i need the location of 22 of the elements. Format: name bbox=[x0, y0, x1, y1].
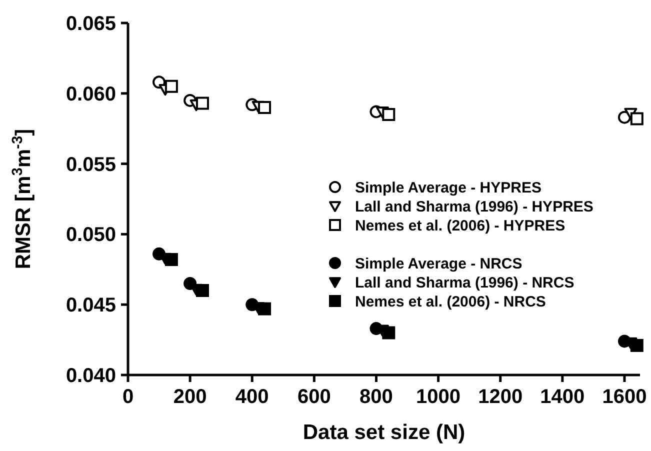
y-tick-label: 0.050 bbox=[66, 224, 116, 246]
x-tick-label: 1400 bbox=[540, 386, 585, 408]
x-tick-label: 1200 bbox=[478, 386, 523, 408]
legend-label: Simple Average - HYPRES bbox=[355, 179, 542, 196]
x-tick-label: 1000 bbox=[416, 386, 461, 408]
y-tick-label: 0.045 bbox=[66, 294, 116, 317]
x-tick-label: 1600 bbox=[602, 386, 647, 408]
x-tick-label: 0 bbox=[122, 386, 134, 408]
legend-label: Lall and Sharma (1996) - HYPRES bbox=[355, 198, 594, 216]
legend-label: Nemes et al. (2006) - HYPRES bbox=[355, 217, 566, 234]
legend-label: Nemes et al. (2006) - NRCS bbox=[355, 293, 546, 310]
y-tick-label: 0.065 bbox=[66, 13, 116, 35]
legend-label: Simple Average - NRCS bbox=[355, 255, 522, 272]
x-tick-label: 600 bbox=[297, 386, 331, 408]
x-tick-label: 200 bbox=[173, 386, 207, 408]
y-tick-label: 0.040 bbox=[66, 365, 116, 387]
x-tick-label: 400 bbox=[235, 386, 269, 408]
legend-label: Lall and Sharma (1996) - NRCS bbox=[355, 274, 574, 292]
y-tick-label: 0.060 bbox=[66, 83, 116, 106]
x-axis-title: Data set size (N) bbox=[302, 421, 466, 444]
y-tick-label: 0.055 bbox=[66, 154, 116, 176]
x-tick-label: 800 bbox=[360, 386, 393, 408]
